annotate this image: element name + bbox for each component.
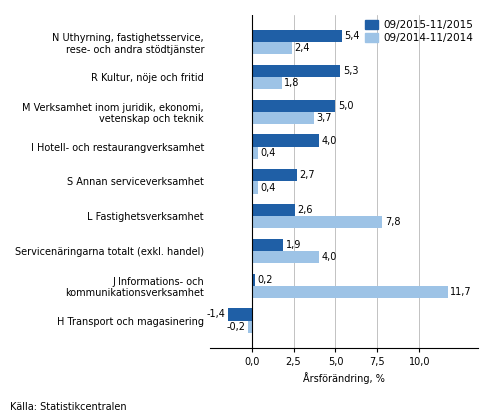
X-axis label: Årsförändring, %: Årsförändring, % xyxy=(303,372,385,384)
Bar xyxy=(251,274,255,286)
Text: 0,4: 0,4 xyxy=(261,183,276,193)
Text: 2,4: 2,4 xyxy=(294,43,310,53)
Text: 1,8: 1,8 xyxy=(284,78,300,88)
Bar xyxy=(251,204,295,216)
Text: 1,9: 1,9 xyxy=(286,240,301,250)
Bar xyxy=(248,321,251,333)
Text: 5,3: 5,3 xyxy=(343,66,358,76)
Bar xyxy=(251,30,342,42)
Text: 3,7: 3,7 xyxy=(316,113,332,123)
Text: 0,4: 0,4 xyxy=(261,148,276,158)
Bar xyxy=(251,112,314,124)
Text: 4,0: 4,0 xyxy=(321,252,337,262)
Bar xyxy=(228,308,251,321)
Bar xyxy=(251,216,383,228)
Text: -1,4: -1,4 xyxy=(207,310,226,319)
Bar xyxy=(251,181,258,193)
Bar xyxy=(251,169,297,181)
Text: 2,7: 2,7 xyxy=(299,170,315,181)
Bar xyxy=(251,147,258,159)
Text: 2,6: 2,6 xyxy=(298,205,313,215)
Bar xyxy=(251,77,282,89)
Text: 7,8: 7,8 xyxy=(385,217,400,227)
Bar xyxy=(251,42,292,54)
Bar xyxy=(251,134,318,147)
Bar xyxy=(251,65,341,77)
Text: 4,0: 4,0 xyxy=(321,136,337,146)
Text: 5,0: 5,0 xyxy=(338,101,353,111)
Text: Källa: Statistikcentralen: Källa: Statistikcentralen xyxy=(10,402,127,412)
Text: 0,2: 0,2 xyxy=(257,275,273,285)
Legend: 09/2015-11/2015, 09/2014-11/2014: 09/2015-11/2015, 09/2014-11/2014 xyxy=(365,20,473,43)
Bar xyxy=(251,251,318,263)
Text: 5,4: 5,4 xyxy=(345,31,360,41)
Bar xyxy=(251,286,448,298)
Text: 11,7: 11,7 xyxy=(450,287,472,297)
Bar xyxy=(251,239,283,251)
Bar xyxy=(251,100,335,112)
Text: -0,2: -0,2 xyxy=(227,322,246,332)
